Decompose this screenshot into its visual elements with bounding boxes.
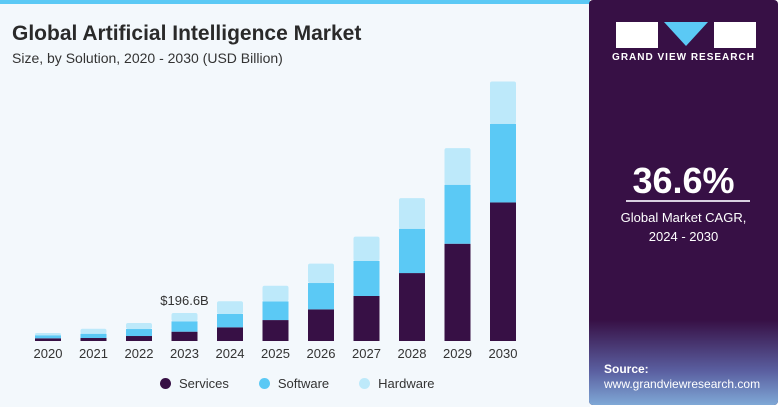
bar-software-2022 [126, 329, 152, 337]
cagr-label-line2: 2024 - 2030 [648, 229, 719, 244]
source: Source: www.grandviewresearch.com [604, 362, 760, 392]
cagr-label: Global Market CAGR, 2024 - 2030 [589, 208, 778, 246]
bar-hardware-2028 [399, 198, 425, 229]
x-tick-label: 2028 [398, 346, 427, 361]
cagr-label-line1: Global Market CAGR, [620, 210, 747, 225]
bar-software-2023 [171, 321, 198, 332]
footer-graphic [589, 320, 778, 405]
divider [626, 200, 750, 202]
bar-services-2028 [399, 273, 425, 341]
legend-label: Hardware [378, 376, 435, 391]
legend-label: Software [277, 376, 330, 391]
x-tick-label: 2021 [79, 346, 108, 361]
bar-services-2030 [490, 202, 516, 341]
bar-hardware-2030 [490, 81, 516, 124]
bar-software-2025 [262, 301, 289, 321]
chart-subtitle: Size, by Solution, 2020 - 2030 (USD Bill… [12, 50, 283, 66]
bar-hardware-2029 [444, 148, 471, 185]
data-label: $196.6B [160, 293, 208, 308]
bar-services-2022 [126, 336, 152, 341]
bar-hardware-2024 [217, 301, 243, 314]
bar-software-2029 [444, 184, 471, 244]
bar-services-2026 [308, 309, 334, 341]
x-tick-label: 2020 [34, 346, 63, 361]
bar-services-2023 [171, 331, 198, 341]
x-tick-label: 2024 [216, 346, 245, 361]
legend-hardware: Hardware [359, 376, 435, 391]
legend-swatch [359, 378, 371, 389]
bar-hardware-2027 [353, 236, 380, 261]
bar-hardware-2021 [80, 328, 107, 334]
legend-swatch [258, 378, 270, 389]
bar-software-2030 [490, 123, 516, 203]
sidebar: GRAND VIEW RESEARCH 36.6% Global Market … [589, 0, 778, 405]
bar-services-2025 [262, 320, 289, 341]
bar-hardware-2026 [308, 263, 334, 284]
legend-swatch [160, 378, 171, 389]
brand-name: GRAND VIEW RESEARCH [612, 52, 755, 63]
bar-services-2020 [35, 338, 61, 341]
x-tick-label: 2022 [125, 346, 154, 361]
bar-chart: 2020 2021 2022 2023 $196.6B 2024 2025 2026 2027 2… [34, 81, 518, 361]
bar-hardware-2020 [35, 333, 61, 336]
gvr-logo [616, 22, 756, 48]
legend: Services Software Hardware [160, 376, 435, 391]
legend-label: Services [179, 376, 229, 391]
bar-hardware-2022 [126, 323, 152, 330]
source-label: Source: [604, 362, 649, 376]
bar-services-2024 [217, 327, 243, 341]
cagr-value: 36.6% [632, 160, 735, 201]
x-tick-label: 2029 [443, 346, 472, 361]
bar-hardware-2025 [262, 285, 289, 302]
bar-software-2024 [217, 313, 243, 328]
bar-software-2021 [80, 333, 107, 339]
bar-software-2027 [353, 260, 380, 296]
x-tick-label: 2027 [352, 346, 381, 361]
bar-services-2029 [444, 243, 471, 341]
bar-software-2020 [35, 335, 61, 339]
chart-title: Global Artificial Intelligence Market [12, 22, 362, 45]
bar-hardware-2023 [171, 313, 198, 322]
legend-services: Services [160, 376, 229, 391]
bar-services-2027 [353, 295, 380, 341]
bar-software-2028 [399, 228, 425, 274]
bar-services-2021 [80, 338, 107, 341]
legend-software: Software [258, 376, 330, 391]
x-tick-label: 2025 [261, 346, 290, 361]
x-tick-label: 2023 [170, 346, 199, 361]
source-link[interactable]: www.grandviewresearch.com [604, 377, 761, 391]
x-tick-label: 2026 [307, 346, 336, 361]
bar-software-2026 [308, 283, 334, 310]
x-tick-label: 2030 [489, 346, 518, 361]
